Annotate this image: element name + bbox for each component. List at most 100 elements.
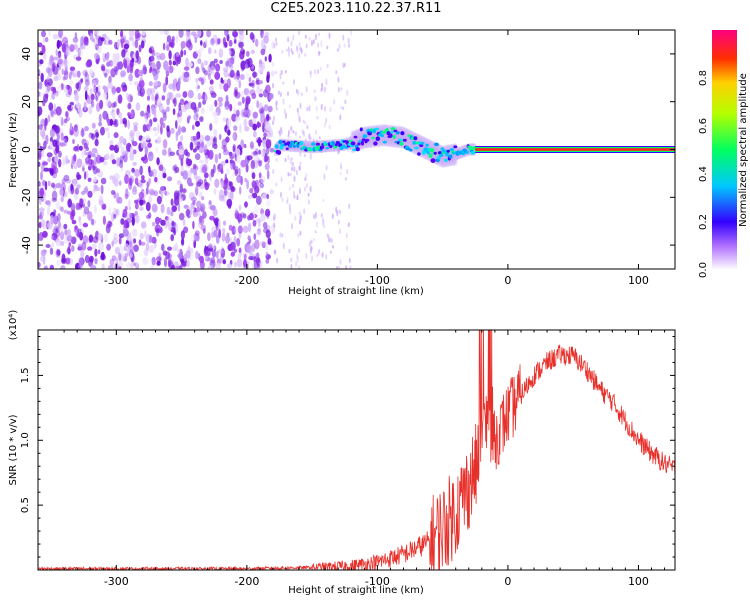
noise-blob	[77, 184, 82, 189]
sparse-blob	[309, 185, 312, 193]
sparse-blob	[345, 265, 347, 269]
noise-blob	[121, 87, 127, 92]
noise-blob	[249, 141, 254, 149]
noise-blob	[139, 69, 146, 74]
noise-blob	[229, 69, 235, 78]
sparse-blob	[322, 198, 325, 203]
noise-blob	[247, 222, 252, 233]
noise-blob	[124, 150, 129, 157]
noise-blob	[240, 108, 247, 118]
sparse-blob	[294, 215, 297, 221]
noise-blob	[225, 94, 229, 103]
noise-blob	[65, 48, 71, 56]
noise-blob	[38, 150, 42, 161]
noise-blob	[234, 261, 237, 268]
noise-blob	[85, 98, 92, 105]
noise-blob	[169, 151, 175, 157]
noise-blob	[65, 111, 69, 118]
echo-point	[414, 146, 419, 150]
noise-blob	[260, 39, 265, 50]
sparse-blob	[339, 162, 342, 168]
noise-blob	[128, 177, 133, 186]
sparse-blob	[297, 111, 300, 118]
noise-blob	[91, 122, 96, 129]
noise-blob	[162, 111, 167, 119]
noise-blob	[198, 101, 202, 109]
noise-blob	[208, 85, 214, 92]
noise-blob	[184, 66, 190, 71]
sparse-blob	[273, 213, 276, 220]
noise-blob	[222, 227, 226, 234]
noise-blob	[49, 141, 53, 149]
noise-blob	[113, 213, 117, 219]
noise-blob	[118, 111, 123, 119]
noise-blob	[234, 168, 239, 177]
noise-blob	[243, 253, 247, 261]
noise-blob	[233, 125, 238, 131]
noise-blob	[114, 246, 121, 255]
noise-blob	[180, 230, 185, 240]
echo-point	[285, 147, 289, 151]
sparse-blob	[331, 213, 334, 219]
noise-blob	[251, 192, 258, 199]
noise-blob	[209, 204, 216, 211]
noise-blob	[170, 234, 174, 242]
noise-blob	[248, 77, 252, 83]
noise-blob	[217, 96, 224, 103]
noise-blob	[107, 81, 113, 89]
noise-blob	[40, 171, 43, 181]
noise-blob	[148, 177, 152, 185]
noise-blob	[245, 100, 249, 111]
echo-point	[325, 146, 330, 150]
sparse-blob	[308, 37, 311, 41]
noise-blob	[113, 132, 119, 139]
sparse-blob	[318, 51, 321, 55]
noise-blob	[113, 101, 117, 108]
echo-point	[417, 152, 421, 156]
sparse-blob	[329, 250, 332, 254]
noise-blob	[198, 220, 201, 228]
noise-blob	[247, 194, 253, 199]
noise-blob	[97, 36, 103, 47]
noise-blob	[69, 66, 76, 71]
noise-blob	[261, 33, 265, 42]
sparse-blob	[328, 32, 331, 39]
noise-blob	[154, 146, 159, 153]
noise-blob	[265, 139, 272, 149]
noise-blob	[240, 139, 245, 150]
noise-blob	[128, 30, 135, 38]
noise-blob	[68, 72, 72, 80]
sparse-blob	[339, 209, 341, 215]
noise-blob	[144, 114, 147, 124]
noise-blob	[75, 202, 81, 211]
noise-blob	[205, 181, 208, 187]
noise-blob	[167, 176, 173, 182]
noise-blob	[185, 208, 190, 217]
noise-blob	[253, 233, 257, 241]
noise-blob	[180, 40, 187, 48]
noise-blob	[185, 157, 190, 165]
noise-blob	[177, 77, 181, 87]
noise-blob	[229, 103, 233, 112]
noise-blob	[44, 180, 48, 191]
noise-blob	[119, 136, 125, 144]
noise-blob	[218, 228, 222, 239]
noise-blob	[87, 190, 93, 198]
noise-blob	[172, 245, 177, 252]
noise-blob	[237, 225, 243, 234]
noise-blob	[195, 131, 200, 141]
noise-blob	[119, 159, 124, 169]
snr-x-tick-label: -200	[234, 575, 259, 588]
noise-blob	[144, 230, 147, 239]
sparse-blob	[337, 77, 340, 83]
noise-blob	[118, 233, 125, 239]
noise-blob	[76, 174, 82, 180]
sparse-blob	[339, 114, 342, 121]
sparse-blob	[280, 176, 283, 183]
sparse-blob	[305, 86, 308, 93]
noise-blob	[180, 258, 185, 264]
noise-blob	[57, 52, 62, 59]
noise-blob	[236, 175, 242, 183]
sparse-blob	[304, 34, 307, 39]
noise-blob	[132, 228, 138, 237]
